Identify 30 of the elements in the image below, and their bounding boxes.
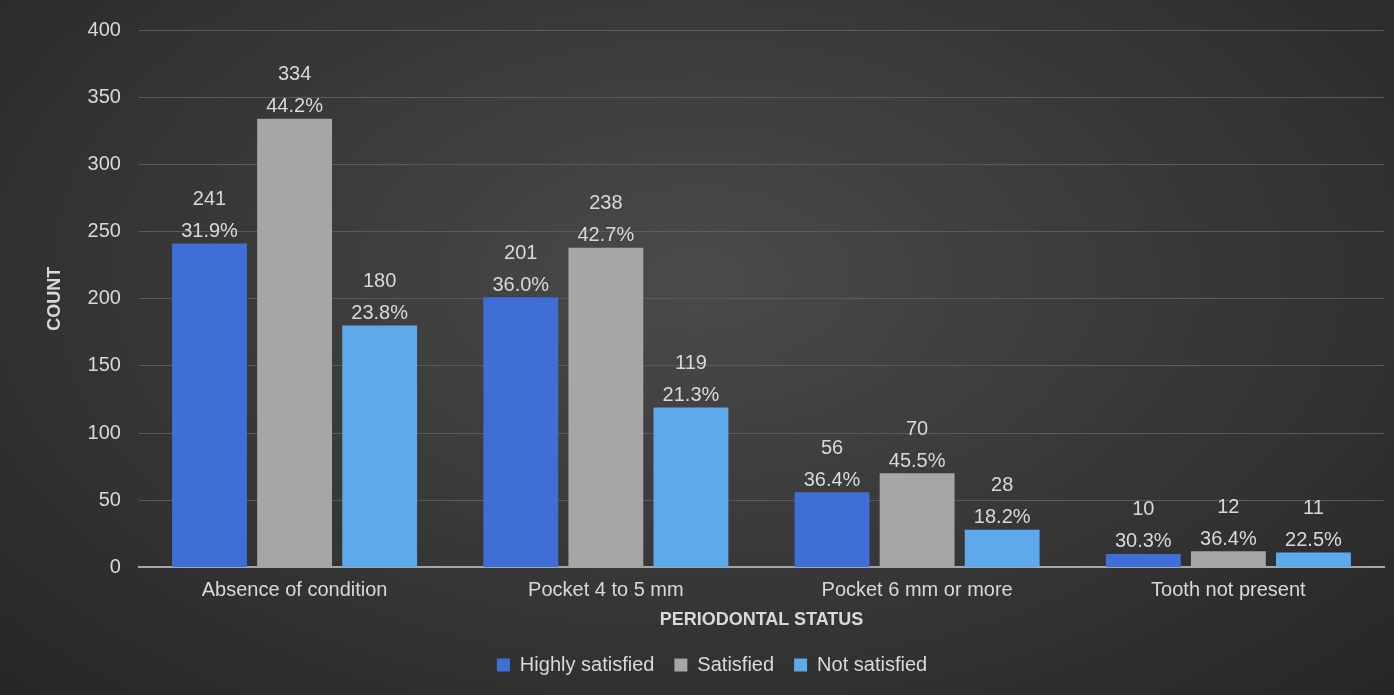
x-tick-label: Pocket 6 mm or more xyxy=(821,577,1013,600)
legend-label: Highly satisfied xyxy=(519,652,655,675)
data-label: 201 36.0% xyxy=(492,240,550,295)
legend-label: Not satisfied xyxy=(817,652,928,675)
y-tick-label: 400 xyxy=(87,17,121,40)
x-tick-label: Pocket 4 to 5 mm xyxy=(528,577,684,600)
x-tick-label: Absence of condition xyxy=(201,577,388,600)
data-label: 56 36.4% xyxy=(803,435,861,490)
x-axis-title: PERIODONTAL STATUS xyxy=(659,609,864,630)
data-label: 238 42.7% xyxy=(577,191,635,246)
data-label: 119 21.3% xyxy=(662,351,720,406)
y-axis-title: COUNT xyxy=(43,266,64,331)
y-tick-label: 300 xyxy=(87,151,121,174)
y-tick-label: 0 xyxy=(109,554,121,577)
legend-label: Satisfied xyxy=(697,652,775,675)
data-label: 334 44.2% xyxy=(266,62,324,117)
data-label: 12 36.4% xyxy=(1200,494,1257,549)
data-label: 241 31.9% xyxy=(181,187,239,242)
y-tick-label: 250 xyxy=(87,219,121,242)
y-tick-label: 150 xyxy=(87,353,121,376)
data-label: 11 22.5% xyxy=(1285,496,1343,551)
data-label: 10 30.3% xyxy=(1114,497,1172,552)
data-label: 180 23.8% xyxy=(351,269,409,324)
x-tick-label: Tooth not present xyxy=(1151,577,1307,600)
data-label: 28 18.2% xyxy=(973,473,1031,528)
data-label: 70 45.5% xyxy=(888,416,946,471)
y-tick-label: 50 xyxy=(98,487,121,510)
y-tick-label: 100 xyxy=(87,420,121,443)
y-tick-label: 350 xyxy=(87,84,121,107)
y-tick-label: 200 xyxy=(87,286,121,309)
